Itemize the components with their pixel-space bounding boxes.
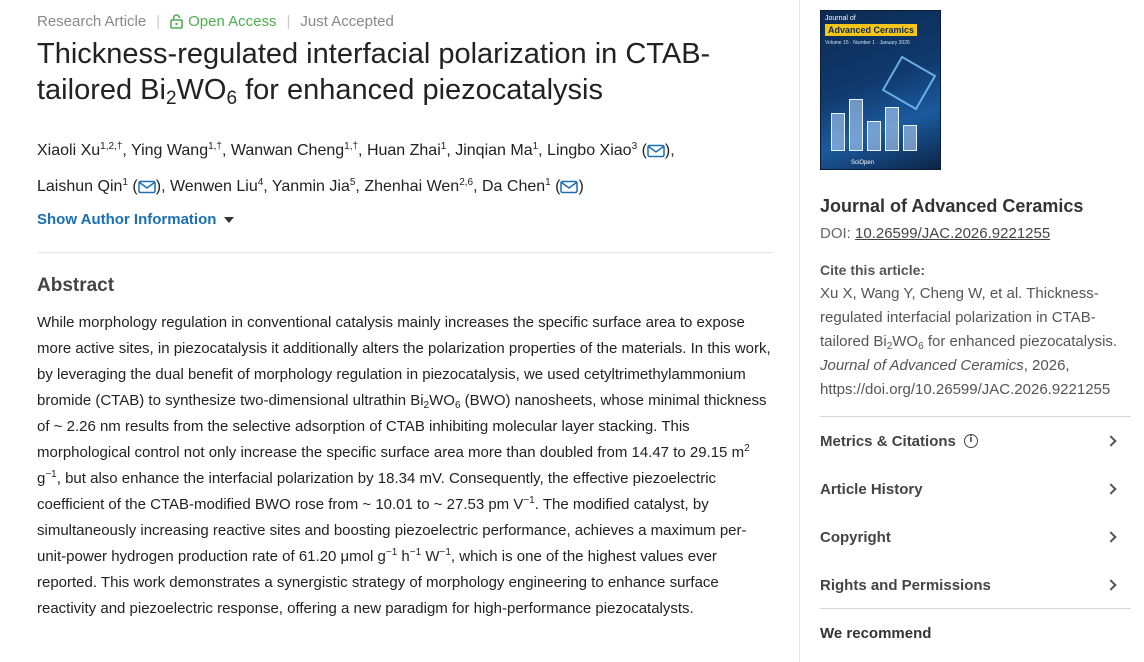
email-icon[interactable] <box>560 173 579 206</box>
show-author-information-label: Show Author Information <box>37 211 217 228</box>
author-link[interactable]: Huan Zhai1 <box>366 141 447 160</box>
author-link[interactable]: Ying Wang1,† <box>131 141 222 160</box>
meta-separator: | <box>156 13 161 30</box>
email-icon[interactable] <box>137 173 156 206</box>
info-icon[interactable]: i <box>963 434 978 448</box>
author-link[interactable]: Da Chen1 <box>481 177 551 196</box>
cover-cube-graphic <box>849 99 863 151</box>
section-label: Rights and Permissions <box>820 576 991 594</box>
abstract-heading: Abstract <box>37 275 115 296</box>
author-link[interactable]: Laishun Qin1 <box>37 177 128 196</box>
author-link[interactable]: Yanmin Jia5 <box>271 177 356 196</box>
journal-title[interactable]: Journal of Advanced Ceramics <box>820 196 1084 216</box>
column-divider <box>799 0 800 662</box>
email-icon[interactable] <box>647 137 665 170</box>
section-rights-permissions[interactable]: Rights and Permissions <box>820 561 1131 609</box>
article-title: Thickness-regulated interfacial polariza… <box>37 38 711 109</box>
section-label: Article History <box>820 480 923 498</box>
open-lock-icon <box>170 14 183 29</box>
doi-label: DOI: <box>820 225 851 242</box>
author-link[interactable]: Jinqian Ma1 <box>455 141 539 160</box>
article-meta-row: Research Article | Open Access | Just Ac… <box>37 13 394 30</box>
show-author-information-button[interactable]: Show Author Information <box>37 211 235 228</box>
cover-top-text: Journal of <box>825 15 856 22</box>
cover-cube-graphic <box>903 125 917 151</box>
chevron-right-icon <box>1105 483 1117 495</box>
cover-cube-graphic <box>885 107 899 151</box>
article-status: Just Accepted <box>300 13 394 30</box>
chevron-right-icon <box>1105 435 1117 447</box>
section-copyright[interactable]: Copyright <box>820 513 1131 561</box>
citation-text: Xu X, Wang Y, Cheng W, et al. Thickness-… <box>820 285 1118 398</box>
divider <box>820 416 1131 417</box>
divider <box>820 608 1131 609</box>
chevron-right-icon <box>1105 531 1117 543</box>
section-metrics-citations[interactable]: Metrics & Citations i <box>820 417 1131 465</box>
open-access-label: Open Access <box>188 13 277 30</box>
cite-heading: Cite this article: <box>820 262 926 278</box>
cover-cube-graphic <box>831 113 845 151</box>
chevron-right-icon <box>1105 579 1117 591</box>
article-type: Research Article <box>37 13 147 30</box>
caret-down-icon <box>224 216 235 223</box>
we-recommend-heading: We recommend <box>820 625 932 642</box>
cover-crystal-graphic <box>881 55 937 111</box>
cover-cube-graphic <box>867 121 881 151</box>
author-link[interactable]: Xiaoli Xu1,2,† <box>37 141 123 160</box>
author-link[interactable]: Lingbo Xiao3 <box>547 141 638 160</box>
author-link[interactable]: Wanwan Cheng1,† <box>230 141 359 160</box>
open-access-badge: Open Access <box>170 13 277 30</box>
section-label: Copyright <box>820 528 891 546</box>
cover-journal-name: Advanced Ceramics <box>825 24 918 36</box>
cover-publisher-mark: SciOpen <box>851 160 875 166</box>
meta-separator: | <box>286 13 291 30</box>
author-link[interactable]: Wenwen Liu4 <box>169 177 264 196</box>
cover-volume-text: Volume 15 · Number 1 · January 2026 <box>825 40 910 46</box>
section-label: Metrics & Citations <box>820 432 956 450</box>
doi-line: DOI: 10.26599/JAC.2026.9221255 <box>820 225 1050 242</box>
author-list: Xiaoli Xu1,2,†, Ying Wang1,†, Wanwan Che… <box>37 134 773 206</box>
abstract-text: While morphology regulation in conventio… <box>37 314 771 617</box>
divider <box>37 252 773 253</box>
section-article-history[interactable]: Article History <box>820 465 1131 513</box>
author-link[interactable]: Zhenhai Wen2,6 <box>364 177 474 196</box>
doi-link[interactable]: 10.26599/JAC.2026.9221255 <box>855 225 1051 242</box>
journal-cover-image[interactable]: Journal of Advanced Ceramics Volume 15 ·… <box>820 10 941 170</box>
